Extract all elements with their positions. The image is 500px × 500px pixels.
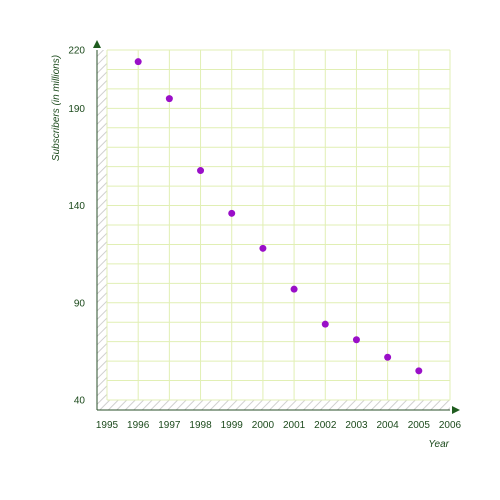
data-point (134, 58, 142, 66)
data-point (165, 95, 173, 103)
x-tick-label: 2006 (439, 420, 462, 431)
y-axis-arrow (93, 40, 101, 48)
x-tick-label: 2005 (408, 420, 431, 431)
x-tick-label: 1996 (127, 420, 150, 431)
grid (106, 49, 451, 401)
data-point (321, 320, 329, 328)
data-point (415, 367, 423, 375)
data-point (290, 285, 298, 293)
y-tick-label: 90 (74, 298, 86, 309)
x-axis-title: Year (428, 439, 449, 450)
data-point (228, 209, 236, 217)
y-tick-label: 190 (68, 104, 85, 115)
tick-labels: 1995 1996 1997 1998 1999 2000 2001 2002 2003 2004… (68, 46, 461, 432)
x-tick-label: 2004 (377, 420, 400, 431)
x-tick-label: 1997 (158, 420, 181, 431)
x-tick-label: 2002 (314, 420, 337, 431)
data-points (134, 58, 423, 375)
y-tick-label: 220 (68, 46, 85, 57)
x-tick-label: 2003 (345, 420, 368, 431)
x-tick-label: 1998 (189, 420, 212, 431)
x-tick-label: 2000 (252, 420, 275, 431)
data-point (352, 336, 360, 344)
data-point (259, 244, 267, 252)
y-tick-label: 40 (74, 396, 86, 407)
data-point (384, 353, 392, 361)
x-axis-hatch (97, 400, 450, 410)
data-point (197, 167, 205, 175)
x-axis-arrow (452, 406, 460, 414)
y-tick-label: 140 (68, 201, 85, 212)
y-axis-hatch (97, 50, 107, 400)
x-tick-label: 2001 (283, 420, 306, 431)
axis-hatch-band (97, 50, 450, 410)
y-axis-title: Subscribers (in millions) (51, 55, 62, 161)
x-tick-label: 1999 (221, 420, 244, 431)
axes (93, 40, 460, 414)
x-tick-label: 1995 (96, 420, 119, 431)
